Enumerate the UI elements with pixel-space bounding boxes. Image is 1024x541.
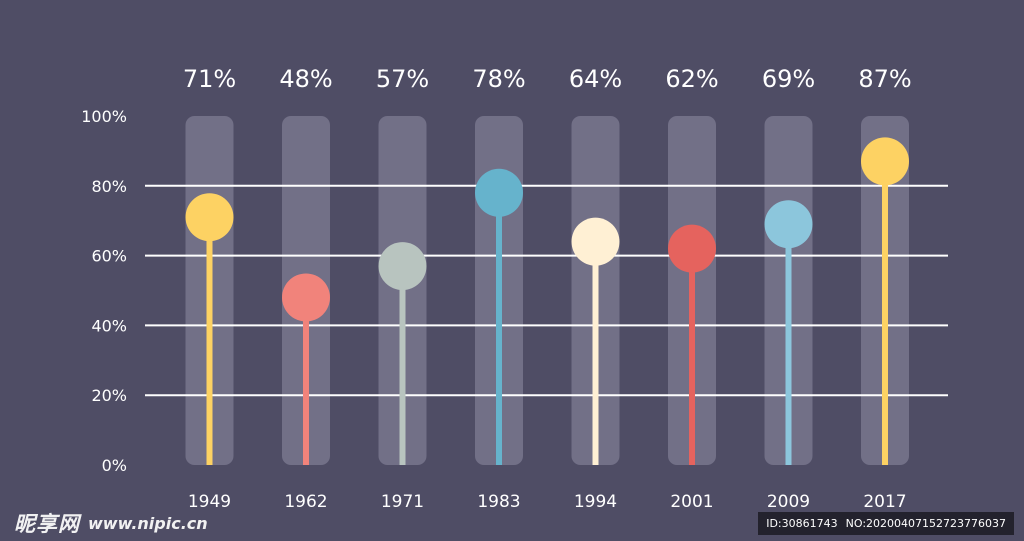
- watermark-id: ID:30861743: [766, 517, 838, 530]
- stem-2009: [785, 224, 792, 465]
- stem-1949: [206, 217, 213, 465]
- dots: [185, 137, 909, 322]
- watermark-logo: 昵享网 www.nipic.cn: [14, 511, 208, 536]
- x-tick-label: 2001: [670, 492, 713, 512]
- dot-1962: [282, 273, 330, 322]
- data-label: 62%: [665, 65, 718, 93]
- data-label: 69%: [762, 65, 815, 93]
- y-tick-label: 20%: [91, 386, 127, 405]
- data-label: 78%: [472, 65, 525, 93]
- dot-2001: [668, 224, 716, 273]
- watermark-no: NO:20200407152723776037: [845, 517, 1006, 530]
- y-axis-ticks: 0% 20% 40% 60% 80% 100%: [81, 107, 127, 475]
- dot-1949: [185, 193, 234, 242]
- x-tick-label: 1983: [477, 492, 520, 512]
- data-label: 87%: [858, 65, 911, 93]
- x-tick-label: 2009: [767, 492, 810, 512]
- dot-2017: [861, 137, 909, 186]
- x-tick-label: 1994: [574, 492, 617, 512]
- stem-2001: [689, 248, 695, 465]
- dot-2009: [764, 200, 813, 249]
- x-axis-labels: 1949 1962 1971 1983 1994 2001 2009 2017: [188, 492, 907, 512]
- stem-1962: [303, 297, 309, 465]
- y-tick-label: 0%: [102, 456, 127, 475]
- data-label: 64%: [569, 65, 622, 93]
- data-label: 71%: [183, 65, 236, 93]
- y-tick-label: 40%: [91, 316, 127, 335]
- x-tick-label: 1949: [188, 492, 231, 512]
- value-labels: 71% 48% 57% 78% 64% 62% 69% 87%: [183, 65, 912, 93]
- y-tick-label: 80%: [91, 177, 127, 196]
- watermark-brand: 昵享网: [14, 512, 80, 536]
- y-tick-label: 60%: [91, 247, 127, 266]
- gridlines: [145, 184, 948, 397]
- dot-1983: [475, 168, 523, 217]
- data-label: 57%: [376, 65, 429, 93]
- stem-2017: [882, 161, 888, 465]
- x-tick-label: 2017: [863, 492, 906, 512]
- y-tick-label: 100%: [81, 107, 127, 126]
- x-tick-label: 1962: [284, 492, 327, 512]
- data-label: 48%: [279, 65, 332, 93]
- stem-1971: [399, 266, 406, 465]
- stem-1994: [592, 241, 599, 465]
- dot-1994: [571, 217, 620, 266]
- watermark-url: www.nipic.cn: [88, 513, 208, 533]
- dot-1971: [378, 242, 427, 291]
- x-tick-label: 1971: [381, 492, 424, 512]
- stems: [206, 161, 888, 465]
- watermark-id-box: ID:30861743 NO:20200407152723776037: [758, 512, 1014, 535]
- stem-1983: [496, 192, 502, 465]
